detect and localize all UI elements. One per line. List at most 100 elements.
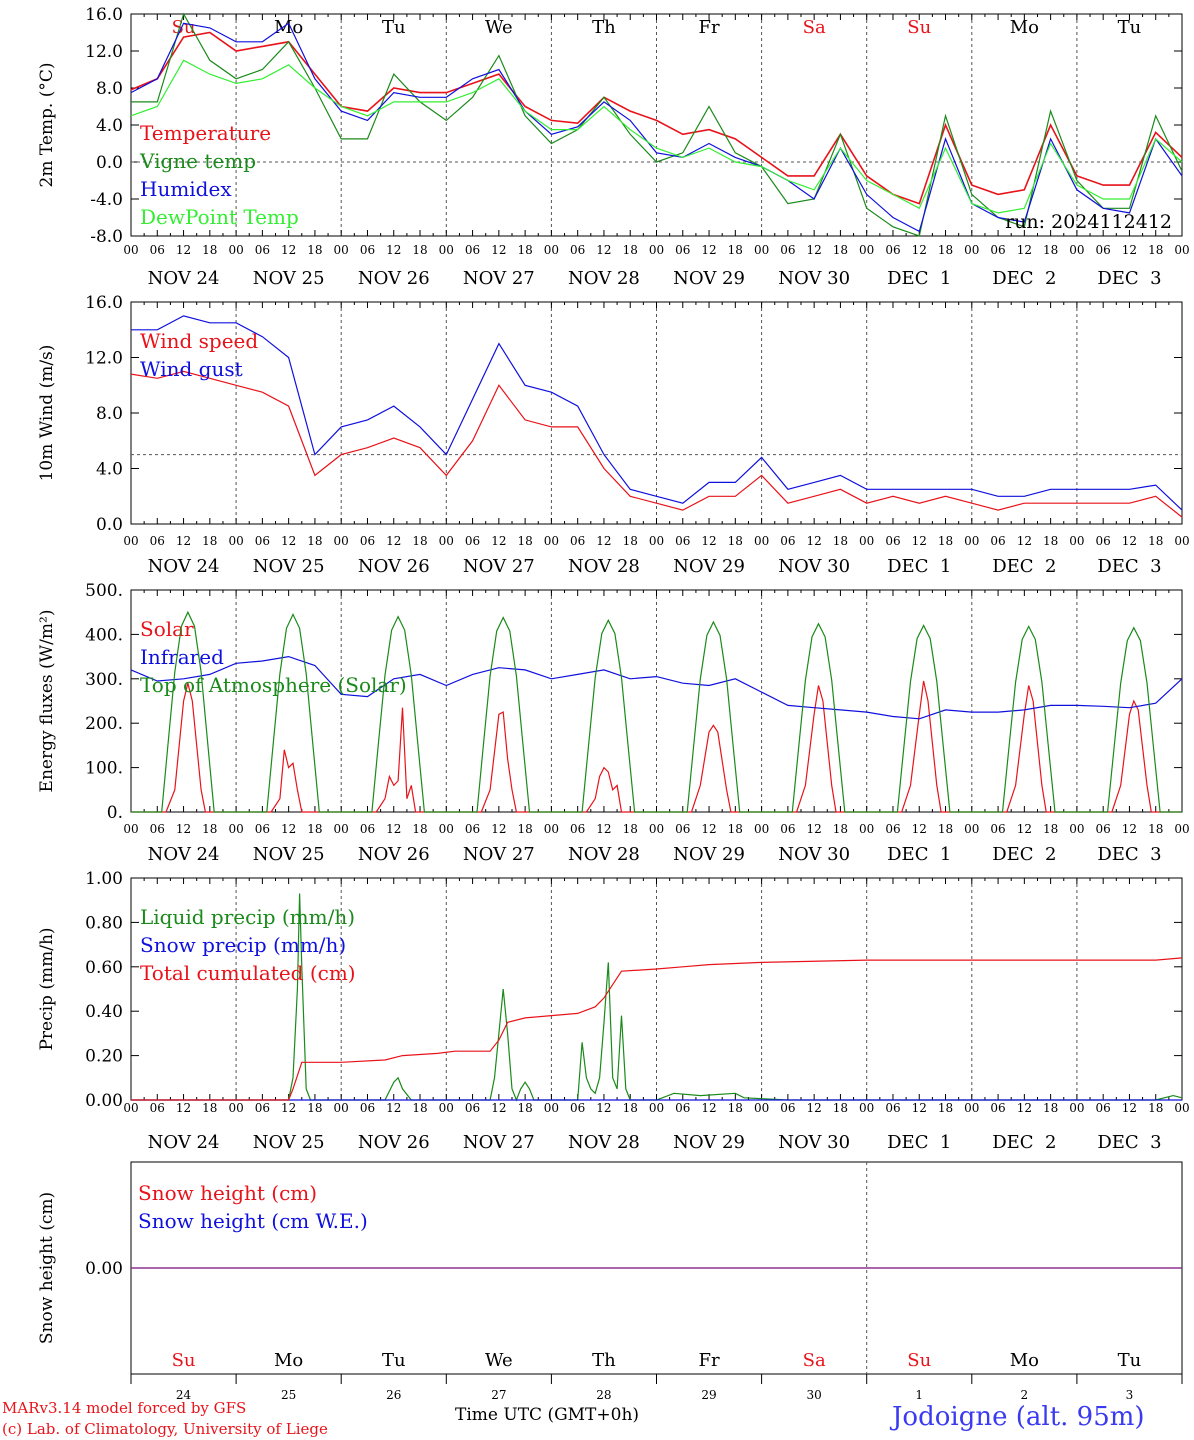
hour-tick-label: 06: [150, 822, 165, 836]
y-tick-label: 0.20: [85, 1047, 123, 1067]
date-label: NOV 27: [463, 844, 535, 865]
hour-tick-label: 18: [1043, 243, 1058, 257]
hour-tick-label: 06: [360, 534, 375, 548]
hour-tick-label: 00: [754, 1101, 769, 1115]
hour-tick-label: 18: [1148, 534, 1163, 548]
hour-tick-label: 00: [544, 1101, 559, 1115]
hour-tick-label: 00: [334, 1101, 349, 1115]
hour-tick-label: 18: [412, 1101, 427, 1115]
day-name: Mo: [274, 1350, 303, 1371]
y-tick-label: 8.0: [96, 404, 123, 424]
date-label: NOV 26: [358, 268, 430, 289]
date-label: DEC 3: [1097, 268, 1161, 289]
hour-tick-label: 12: [596, 822, 611, 836]
hour-tick-label: 00: [123, 534, 138, 548]
hour-tick-label: 18: [202, 534, 217, 548]
day-name: Th: [592, 1350, 616, 1371]
y-tick-label: 12.0: [85, 42, 123, 62]
hour-tick-label: 18: [728, 243, 743, 257]
date-label: DEC 2: [992, 844, 1056, 865]
hour-tick-label: 06: [465, 1101, 480, 1115]
date-label: NOV 29: [673, 844, 745, 865]
hour-tick-label: 06: [150, 534, 165, 548]
y-tick-label: 0.60: [85, 958, 123, 978]
hour-tick-label: 12: [807, 822, 822, 836]
hour-tick-label: 00: [649, 822, 664, 836]
hour-tick-label: 00: [964, 243, 979, 257]
hour-tick-label: 06: [885, 243, 900, 257]
hour-tick-label: 00: [1174, 534, 1189, 548]
y-tick-label: 0.0: [96, 153, 123, 173]
y-tick-label: 16.0: [85, 293, 123, 313]
y-tick-label: 300.: [85, 670, 123, 690]
hour-tick-label: 18: [1148, 243, 1163, 257]
hour-tick-label: 06: [570, 534, 585, 548]
day-name: We: [485, 17, 513, 38]
hour-tick-label: 18: [307, 822, 322, 836]
hour-tick-label: 06: [885, 822, 900, 836]
y-tick-label: 0.40: [85, 1002, 123, 1022]
y-tick-label: 0.00: [85, 1259, 123, 1279]
hour-tick-label: 06: [255, 822, 270, 836]
hour-tick-label: 12: [1122, 243, 1137, 257]
hour-tick-label: 12: [281, 243, 296, 257]
hour-tick-label: 06: [570, 243, 585, 257]
date-label: NOV 28: [568, 1132, 640, 1153]
hour-tick-label: 06: [465, 534, 480, 548]
panel-wind: 00 06 12 18 00 06 12 18 00 06 12 18 00 06 12 18 00 06 12 18…: [37, 293, 1190, 577]
date-label: NOV 25: [253, 844, 325, 865]
hour-tick-label: 12: [281, 534, 296, 548]
date-label: NOV 29: [673, 556, 745, 577]
hour-tick-label: 12: [491, 243, 506, 257]
hour-tick-label: 06: [885, 1101, 900, 1115]
hour-tick-label: 06: [255, 243, 270, 257]
hour-tick-label: 06: [360, 1101, 375, 1115]
series-line-vigne-temp: [131, 12, 1183, 237]
day-number: 1: [915, 1388, 923, 1402]
hour-tick-label: 00: [123, 1101, 138, 1115]
y-tick-label: 400.: [85, 625, 123, 645]
date-label: DEC 2: [992, 556, 1056, 577]
legend-entry: Vigne temp: [139, 149, 256, 173]
panel-precip: 00 06 12 18 00 06 12 18 00 06 12 18 00 06 12 18 00 06 12 18…: [37, 869, 1190, 1153]
day-name: Su: [907, 17, 931, 38]
hour-tick-label: 06: [990, 822, 1005, 836]
date-label: NOV 27: [463, 268, 535, 289]
legend-entry: Wind speed: [140, 329, 258, 353]
date-label: NOV 28: [568, 556, 640, 577]
hour-tick-label: 00: [1174, 822, 1189, 836]
hour-tick-label: 18: [938, 1101, 953, 1115]
hour-tick-label: 06: [150, 1101, 165, 1115]
day-name: Tu: [382, 17, 406, 38]
day-name: Su: [172, 1350, 196, 1371]
hour-tick-label: 00: [1069, 243, 1084, 257]
legend-entry: Wind gust: [140, 357, 243, 381]
hour-tick-label: 12: [1122, 1101, 1137, 1115]
legend-entry: Snow precip (mm/h): [140, 933, 346, 957]
hour-tick-label: 06: [1096, 1101, 1111, 1115]
day-name: Mo: [1010, 1350, 1039, 1371]
hour-tick-label: 18: [1148, 1101, 1163, 1115]
hour-tick-label: 06: [780, 1101, 795, 1115]
date-label: NOV 26: [358, 1132, 430, 1153]
hour-tick-label: 18: [517, 243, 532, 257]
hour-tick-label: 00: [649, 534, 664, 548]
hour-tick-label: 00: [334, 822, 349, 836]
series-line-total-cumulated-cm: [131, 957, 1183, 1101]
hour-tick-label: 18: [307, 534, 322, 548]
date-label: NOV 25: [253, 1132, 325, 1153]
hour-tick-label: 00: [859, 1101, 874, 1115]
hour-tick-label: 12: [807, 1101, 822, 1115]
hour-tick-label: 00: [439, 243, 454, 257]
hour-tick-label: 18: [833, 534, 848, 548]
day-name: Tu: [1118, 1350, 1142, 1371]
hour-tick-label: 18: [728, 822, 743, 836]
legend-entry: Temperature: [140, 121, 271, 145]
panel-snow: Su 24 Mo 25 Tu 26 We 27 Th 28 Fr 29 Sa 30 Su 1 Mo 2 Tu 3 0.0…: [37, 1161, 1183, 1402]
hour-tick-label: 12: [701, 1101, 716, 1115]
hour-tick-label: 12: [807, 534, 822, 548]
hour-tick-label: 18: [412, 534, 427, 548]
hour-tick-label: 06: [780, 822, 795, 836]
hour-tick-label: 06: [255, 534, 270, 548]
hour-tick-label: 06: [465, 243, 480, 257]
